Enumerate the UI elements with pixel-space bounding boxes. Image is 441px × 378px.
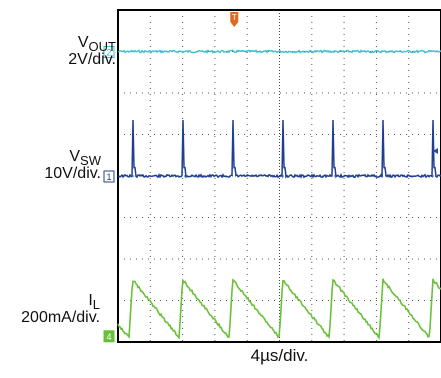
- vsw-subscript: SW: [80, 153, 101, 168]
- il-subscript: L: [92, 297, 100, 312]
- vout-channel-marker: 2: [106, 48, 111, 58]
- vsw-symbol: V: [69, 148, 81, 165]
- trigger-marker-label: T: [232, 13, 237, 22]
- vout-channel-marker-box: [103, 46, 115, 58]
- vout-symbol: V: [77, 34, 89, 51]
- vout-scale: 2V/div.: [68, 51, 116, 68]
- vout-channel-label: VOUT 2V/div.: [68, 34, 116, 68]
- il-scale: 200mA/div.: [21, 309, 100, 326]
- il-channel-marker: 4: [106, 332, 111, 342]
- vsw-scale: 10V/div.: [44, 165, 101, 182]
- il-channel-label: IL 200mA/div.: [21, 292, 100, 326]
- vsw-trace: [117, 119, 441, 179]
- vsw-channel-marker-box: [103, 170, 115, 183]
- time-scale-label: 4µs/div.: [250, 346, 309, 365]
- il-trace: [117, 278, 441, 341]
- trigger-marker-shape: [230, 12, 239, 27]
- il-symbol: I: [88, 292, 93, 309]
- vsw-channel-marker: 1: [106, 172, 111, 182]
- trigger-level-arrow: [433, 148, 438, 154]
- vsw-channel-label: VSW 10V/div.: [44, 148, 101, 182]
- vout-trace: [117, 49, 441, 54]
- vout-subscript: OUT: [88, 39, 116, 54]
- il-channel-marker-box: [103, 330, 115, 343]
